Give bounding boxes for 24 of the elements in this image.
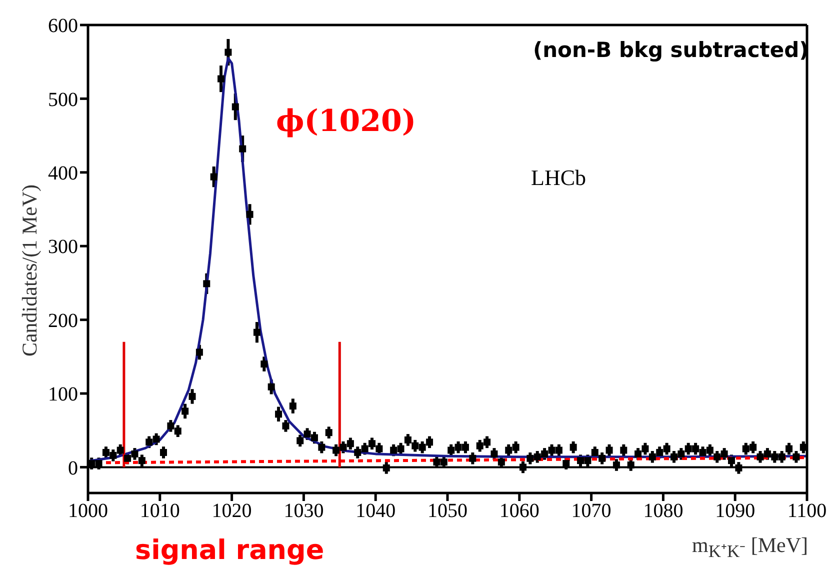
x-tick-label: 1100 [787,500,827,522]
x-tick-label: 1010 [140,500,180,522]
y-tick-label: 500 [48,88,78,111]
x-tick-label: 1050 [428,500,468,522]
y-axis-title: Candidates/(1 MeV) [18,183,42,359]
x-tick-label: 1060 [499,500,540,522]
y-tick-label: 0 [68,457,78,480]
x-tick-label: 1030 [284,500,324,522]
x-tick-label: 1000 [68,500,108,522]
y-tick-label: 200 [48,310,78,332]
annotation: ϕ(1020) [276,104,416,139]
x-axis-title: m$_{K⁺K⁻}$ [MeV] [692,533,808,562]
text: signal range [135,535,324,566]
y-tick-label: 300 [48,236,78,258]
x-tick-label: 1080 [643,500,684,522]
x-tick-label: 1020 [212,500,252,522]
y-tick-label: 600 [48,15,78,38]
x-tick-label: 1070 [571,500,612,522]
annotation: (non-B bkg subtracted) [533,38,809,62]
x-tick-label: 1040 [356,500,396,522]
y-tick-label: 100 [48,384,78,406]
y-tick-label: 400 [48,162,78,184]
x-tick-label: 1090 [715,500,756,522]
annotation: LHCb [531,165,586,191]
